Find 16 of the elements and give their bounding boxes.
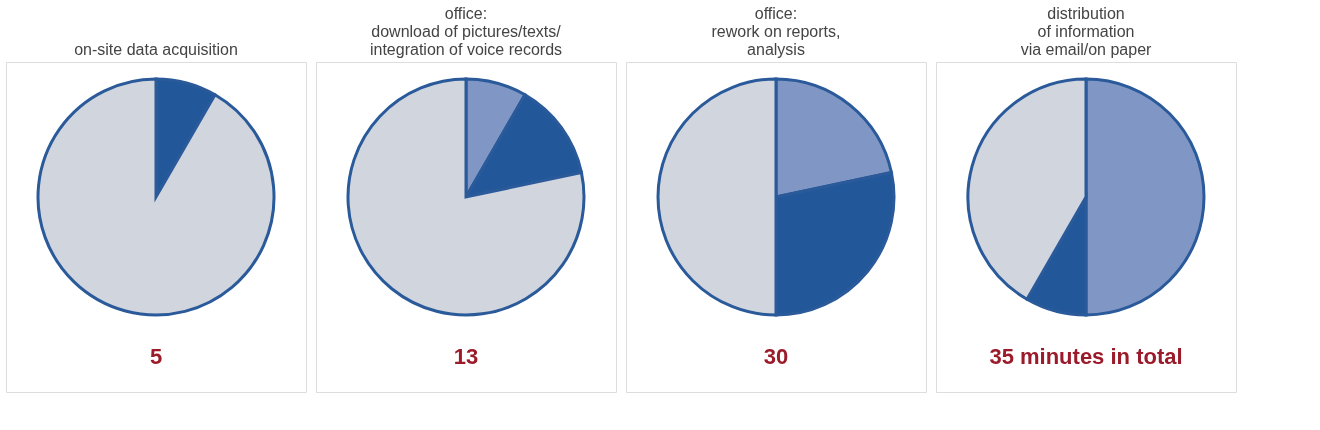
- text: via email/on paper: [1020, 41, 1152, 58]
- text: on-site data acquisition: [74, 41, 238, 58]
- text: distribution: [1047, 5, 1125, 22]
- text: office:: [444, 5, 488, 22]
- text: 13: [453, 344, 479, 369]
- pie-slice: [346, 77, 586, 317]
- text: rework on reports,: [711, 23, 841, 40]
- text: of information: [1037, 23, 1135, 40]
- text: analysis: [747, 41, 805, 58]
- text: office:: [754, 5, 798, 22]
- pie-slice: [36, 77, 276, 317]
- text: 30: [763, 344, 789, 369]
- text: integration of voice records: [369, 41, 563, 58]
- text: 35 minutes in total: [989, 344, 1183, 369]
- text: 5: [149, 344, 163, 369]
- text: download of pictures/texts/: [371, 23, 561, 40]
